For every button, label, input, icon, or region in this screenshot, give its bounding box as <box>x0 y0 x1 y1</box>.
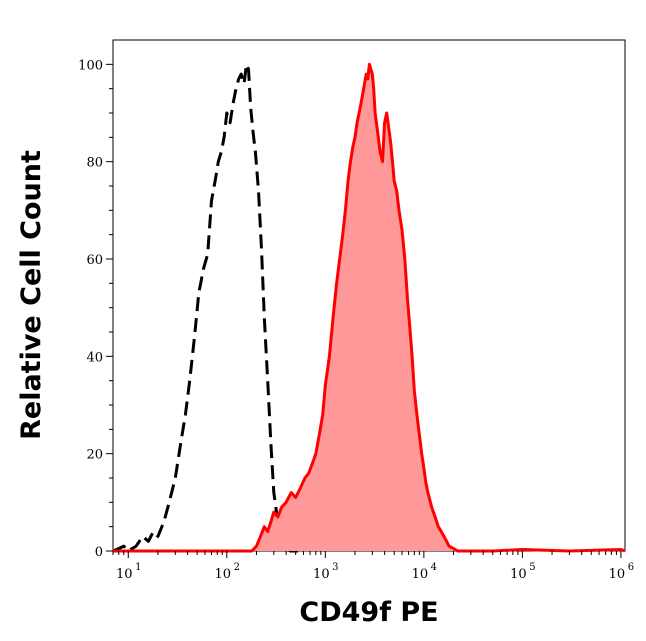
x-tick-exponent: 4 <box>431 562 437 573</box>
x-axis: 10 1 10 2 10 3 10 4 10 5 10 6 <box>112 551 634 582</box>
y-tick-label: 60 <box>86 253 103 268</box>
x-tick-exponent: 5 <box>529 562 535 573</box>
x-tick-exponent: 1 <box>135 562 141 573</box>
series-0-line <box>112 62 300 553</box>
x-tick-exponent: 6 <box>628 562 634 573</box>
y-axis-title: Relative Cell Count <box>16 150 47 440</box>
y-tick-label: 40 <box>86 350 103 365</box>
y-tick-label: 20 <box>86 448 103 463</box>
x-tick-label: 10 <box>215 567 232 582</box>
y-tick-label: 0 <box>95 545 103 560</box>
y-tick-label: 100 <box>78 58 103 73</box>
x-tick-label: 10 <box>609 567 626 582</box>
x-tick-exponent: 3 <box>332 562 338 573</box>
x-tick-label: 10 <box>510 567 527 582</box>
series-layer <box>112 62 626 553</box>
series-1-line <box>113 62 626 553</box>
x-tick-label: 10 <box>116 567 133 582</box>
series-1-area <box>113 64 625 552</box>
y-axis: 0 20 40 60 80 100 <box>78 58 113 560</box>
x-tick-label: 10 <box>313 567 330 582</box>
x-axis-title: CD49f PE <box>299 597 438 628</box>
y-tick-label: 80 <box>86 156 103 171</box>
x-tick-label: 10 <box>412 567 429 582</box>
x-tick-exponent: 2 <box>234 562 240 573</box>
